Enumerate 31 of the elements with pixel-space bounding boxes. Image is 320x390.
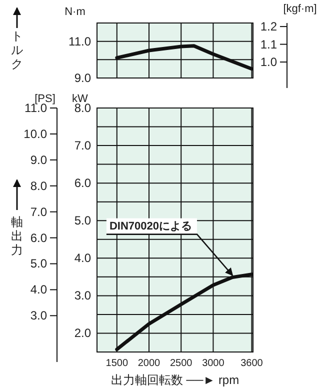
y2-tick-label: 1.1 (260, 37, 278, 52)
y2-axis-title: [kgf·m] (283, 3, 317, 15)
x-tick-label: 2500 (170, 358, 193, 369)
x-axis-title: 出力軸回転数 ──► rpm (110, 373, 240, 387)
y-tick-label: 11.0 (68, 34, 92, 48)
x-tick-label: 3000 (202, 358, 225, 369)
y2-tick-label: 9.0 (30, 152, 48, 167)
y2-tick-label: 4.0 (30, 282, 48, 297)
y2-tick-label: 1.2 (260, 20, 278, 34)
y2-axis-title: 軸出力 (11, 215, 23, 257)
y2-tick-label: 1.0 (260, 55, 278, 70)
x-tick-label: 1500 (106, 358, 128, 369)
y-tick-label: 3.0 (74, 288, 92, 303)
y-axis-title: トルク (11, 29, 23, 71)
x-tick-label: 2000 (138, 358, 161, 369)
y-tick-label: 7.0 (74, 138, 92, 153)
y2-tick-label: 8.0 (30, 178, 48, 193)
text: N·m (64, 6, 86, 18)
x-tick-label: 3600 (240, 358, 264, 369)
y-tick-label: 2.0 (74, 326, 92, 340)
y2-tick-label: 5.0 (30, 256, 48, 271)
y-tick-label: 9.0 (74, 71, 92, 85)
y2-tick-label: 10.0 (24, 126, 48, 141)
y2-tick-label: 6.0 (30, 230, 48, 245)
text: [PS] (34, 93, 56, 105)
annotation: DIN70020による (109, 220, 192, 232)
y-tick-label: 4.0 (74, 251, 92, 266)
y2-tick-label: 7.0 (30, 204, 48, 219)
y-tick-label: 5.0 (74, 214, 92, 228)
y-tick-label: 6.0 (74, 176, 92, 190)
y2-tick-label: 3.0 (30, 308, 48, 323)
